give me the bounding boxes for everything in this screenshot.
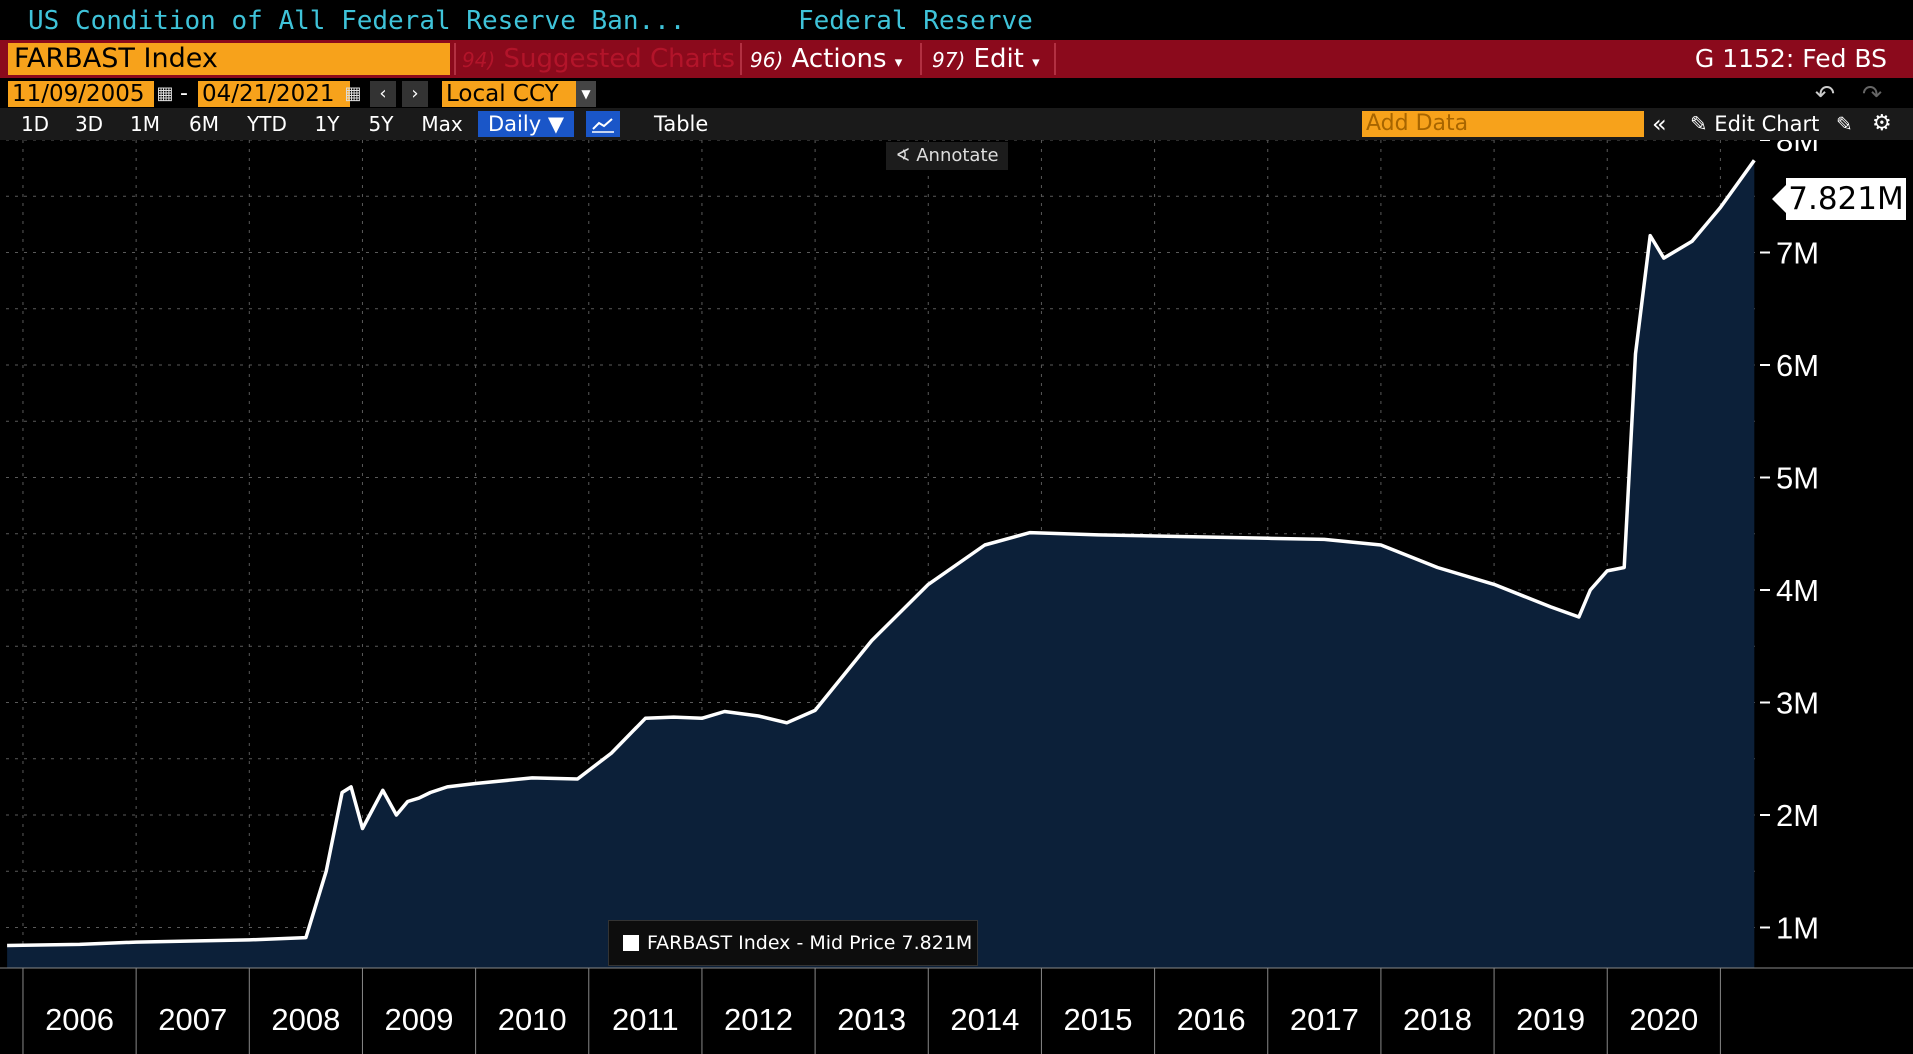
x-tick-label: 2015: [1064, 1002, 1133, 1037]
x-tick-label: 2020: [1629, 1002, 1698, 1037]
chart-legend[interactable]: FARBAST Index - Mid Price 7.821M: [608, 920, 978, 966]
period-1d[interactable]: 1D: [20, 112, 50, 136]
period-1y[interactable]: 1Y: [314, 112, 340, 136]
previous-period-button[interactable]: ‹: [370, 81, 396, 107]
next-period-button[interactable]: ›: [402, 81, 428, 107]
toolbar: FARBAST Index 94) Suggested Charts 96) A…: [0, 40, 1913, 78]
last-value-label: 7.821M: [1786, 178, 1906, 220]
pencil-icon: ∢: [895, 145, 911, 166]
actions-menu-button[interactable]: 96) Actions ▾: [750, 43, 902, 75]
y-tick-label: 4M: [1776, 573, 1819, 608]
y-tick-label: 6M: [1776, 348, 1819, 383]
calendar-icon[interactable]: ▦: [156, 83, 174, 104]
x-tick-label: 2010: [498, 1002, 567, 1037]
x-tick-label: 2014: [950, 1002, 1019, 1037]
y-tick-label: 3M: [1776, 686, 1819, 721]
annotate-label: Annotate: [916, 145, 999, 166]
last-value-pointer: [1772, 185, 1786, 213]
edit-note-icon[interactable]: ✎: [1836, 112, 1853, 136]
chart-code: G 1152: Fed BS: [1694, 44, 1887, 73]
end-date-field[interactable]: 04/21/2021: [198, 81, 350, 107]
chevron-down-icon[interactable]: ▼: [576, 81, 596, 107]
add-data-input[interactable]: [1362, 111, 1644, 137]
price-chart[interactable]: 1M 2M 3M 4M 5M 6M 7M 8M 2006 2007 2008 2009 2010 201…: [0, 140, 1913, 1054]
edit-number: 97): [932, 48, 966, 72]
start-date-field[interactable]: 11/09/2005: [8, 81, 154, 107]
period-6m[interactable]: 6M: [189, 112, 219, 136]
suggested-charts-number: 94): [462, 48, 496, 72]
series-line: [7, 159, 1756, 948]
x-tick-label: 2007: [158, 1002, 227, 1037]
redo-icon[interactable]: ↷: [1862, 80, 1883, 108]
period-5y[interactable]: 5Y: [368, 112, 394, 136]
undo-icon[interactable]: ↶: [1815, 80, 1836, 108]
data-source: Federal Reserve: [798, 6, 1033, 36]
toolbar-divider: [920, 43, 922, 75]
y-tick-label: 8M: [1776, 140, 1819, 158]
suggested-charts-button[interactable]: 94) Suggested Charts: [462, 43, 735, 75]
edit-label: Edit: [973, 44, 1024, 74]
y-tick-label: 5M: [1776, 461, 1819, 496]
x-tick-label: 2019: [1516, 1002, 1585, 1037]
edit-chart-label: Edit Chart: [1714, 112, 1820, 136]
calendar-icon[interactable]: ▦: [344, 83, 362, 104]
y-tick-label: 2M: [1776, 798, 1819, 833]
security-description: US Condition of All Federal Reserve Ban.…: [28, 6, 686, 36]
currency-select[interactable]: Local CCY: [442, 81, 586, 107]
y-axis: 1M 2M 3M 4M 5M 6M 7M 8M: [1760, 140, 1819, 946]
actions-label: Actions: [791, 44, 887, 74]
x-tick-label: 2006: [45, 1002, 114, 1037]
y-tick-label: 1M: [1776, 911, 1819, 946]
period-bar: 1D 3D 1M 6M YTD 1Y 5Y Max Daily ▼ Table …: [0, 108, 1913, 140]
table-view-button[interactable]: Table: [654, 112, 709, 136]
toolbar-divider: [1054, 43, 1056, 75]
annotate-button[interactable]: ∢ Annotate: [886, 142, 1008, 170]
actions-number: 96): [750, 48, 784, 72]
series-area: [7, 160, 1755, 969]
line-chart-icon[interactable]: [586, 111, 620, 137]
collapse-icon[interactable]: «: [1652, 110, 1667, 138]
edit-menu-button[interactable]: 97) Edit ▾: [932, 43, 1040, 75]
x-tick-label: 2012: [724, 1002, 793, 1037]
x-tick-label: 2013: [837, 1002, 906, 1037]
gear-icon[interactable]: ⚙: [1872, 111, 1892, 136]
legend-label: FARBAST Index - Mid Price 7.821M: [647, 932, 973, 954]
toolbar-divider: [740, 43, 742, 75]
frequency-select[interactable]: Daily ▼: [478, 111, 574, 137]
x-tick-label: 2018: [1403, 1002, 1472, 1037]
x-tick-label: 2016: [1177, 1002, 1246, 1037]
period-1m[interactable]: 1M: [130, 112, 160, 136]
x-tick-label: 2008: [271, 1002, 340, 1037]
period-ytd[interactable]: YTD: [247, 112, 287, 136]
x-tick-label: 2009: [385, 1002, 454, 1037]
edit-chart-button[interactable]: ✎ Edit Chart: [1690, 111, 1819, 137]
toolbar-divider: [454, 43, 456, 75]
date-separator: -: [180, 81, 188, 106]
date-range-bar: 11/09/2005 ▦ - 04/21/2021 ▦ ‹ › Local CC…: [0, 78, 1913, 108]
x-tick-label: 2011: [612, 1002, 679, 1037]
suggested-charts-label: Suggested Charts: [503, 44, 736, 74]
x-axis: 2006 2007 2008 2009 2010 2011 2012 2013 2014 2015…: [22, 968, 1721, 1054]
period-max[interactable]: Max: [421, 112, 463, 136]
period-3d[interactable]: 3D: [74, 112, 104, 136]
ticker-field[interactable]: FARBAST Index: [8, 43, 450, 75]
x-tick-label: 2017: [1290, 1002, 1359, 1037]
pencil-icon: ✎: [1690, 112, 1708, 136]
legend-swatch: [623, 935, 639, 951]
title-bar: US Condition of All Federal Reserve Ban.…: [0, 0, 1913, 40]
chevron-down-icon: ▾: [894, 53, 903, 71]
y-tick-label: 7M: [1776, 236, 1819, 271]
chevron-down-icon: ▾: [1032, 53, 1040, 71]
